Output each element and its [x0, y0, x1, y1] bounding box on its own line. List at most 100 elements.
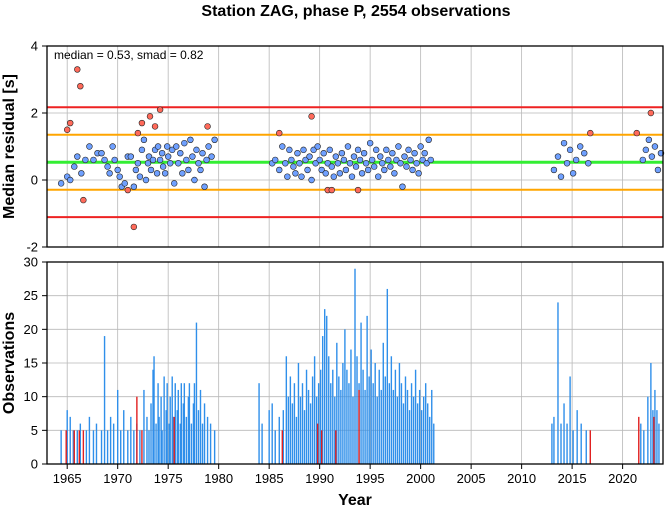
- observation-bar: [378, 369, 380, 464]
- residual-point: [340, 156, 348, 164]
- residual-point: [173, 143, 180, 150]
- observation-bar: [404, 376, 407, 464]
- observation-bar: [344, 329, 346, 464]
- observation-bar: [148, 430, 150, 464]
- observation-bar: [291, 403, 294, 464]
- residual-point: [74, 153, 81, 160]
- observation-bar: [317, 383, 320, 464]
- observation-bar: [311, 376, 314, 464]
- observation-bar: [350, 349, 352, 464]
- observation-bar: [348, 383, 350, 464]
- observation-bar: [356, 356, 358, 464]
- observation-bar: [332, 369, 334, 464]
- observation-bar: [374, 363, 376, 464]
- residual-point: [645, 136, 653, 144]
- y-tick-label: 5: [31, 423, 38, 438]
- observation-bar: [416, 403, 419, 464]
- residual-point: [177, 150, 184, 157]
- observation-bar: [203, 403, 206, 464]
- x-tick-label: 1980: [204, 471, 233, 486]
- observation-bar: [130, 416, 132, 464]
- y-tick-label: -2: [26, 240, 38, 255]
- observation-bar: [398, 363, 401, 464]
- observation-bar: [402, 403, 405, 464]
- residual-point: [203, 156, 210, 164]
- observation-bar: [141, 430, 143, 464]
- residual-point: [101, 156, 108, 164]
- residual-point: [169, 146, 176, 154]
- residual-point: [322, 170, 329, 177]
- observations-panel: 0 5 10 15 20 25 30 1965 1970 1975 1980 1985 1990 199…: [1, 255, 664, 509]
- residual-point: [138, 119, 146, 127]
- observation-bar: [396, 396, 399, 464]
- observation-bar: [424, 383, 427, 464]
- residual-point: [298, 173, 305, 180]
- residual-point: [419, 156, 426, 164]
- observation-bar: [161, 430, 163, 464]
- observation-bar: [557, 302, 559, 464]
- residual-y-axis-label: Median residual [s]: [1, 74, 18, 219]
- residual-point: [328, 186, 335, 194]
- residual-point: [124, 186, 131, 194]
- residual-point: [106, 170, 113, 177]
- residual-point: [116, 173, 123, 180]
- observation-bar: [168, 423, 170, 464]
- residual-point: [204, 123, 211, 130]
- observation-bar: [199, 389, 202, 464]
- residual-point: [642, 146, 650, 154]
- observation-bar: [319, 369, 322, 464]
- residual-point: [154, 143, 162, 150]
- residual-point: [276, 129, 283, 137]
- x-tick-label: 2020: [608, 471, 637, 486]
- residual-point: [411, 150, 418, 157]
- residual-point: [362, 160, 370, 167]
- residual-point: [306, 153, 313, 160]
- observation-bar: [150, 403, 152, 464]
- observation-bar: [384, 376, 386, 464]
- y-tick-label: 15: [24, 356, 38, 371]
- observation-bar: [305, 369, 308, 464]
- observation-bar: [112, 423, 115, 464]
- residual-point: [57, 180, 65, 187]
- residual-point: [195, 160, 202, 167]
- residual-point: [302, 156, 309, 164]
- observation-bar: [185, 416, 188, 464]
- observation-bar: [376, 396, 378, 464]
- residual-point: [181, 139, 188, 147]
- residual-point: [368, 156, 376, 164]
- residual-point: [377, 153, 384, 160]
- observation-bar: [340, 389, 342, 464]
- observation-bar: [92, 430, 95, 464]
- residual-point: [167, 160, 174, 167]
- residual-point: [569, 170, 577, 177]
- observation-bar: [572, 430, 574, 464]
- residual-point: [156, 106, 164, 113]
- observation-bar: [551, 423, 553, 464]
- observation-bar: [334, 396, 336, 464]
- observation-bar: [158, 416, 160, 464]
- observation-bar: [386, 288, 389, 464]
- observation-bar: [282, 410, 285, 464]
- residual-point: [146, 113, 154, 120]
- residual-point: [208, 153, 215, 160]
- observation-bar: [103, 336, 106, 464]
- residual-point: [358, 170, 366, 177]
- residual-point: [344, 143, 352, 150]
- observation-bar: [78, 430, 81, 464]
- residual-point: [413, 160, 420, 167]
- residual-point: [142, 176, 150, 184]
- y-tick-label: 10: [24, 389, 38, 404]
- residual-point: [197, 166, 204, 174]
- residual-point: [98, 150, 105, 157]
- observation-bar: [295, 416, 298, 464]
- observation-bar: [326, 315, 328, 464]
- residual-point: [132, 166, 140, 174]
- observation-bar: [201, 423, 204, 464]
- residual-point: [405, 146, 412, 154]
- residual-point: [423, 160, 430, 167]
- residual-point: [201, 183, 208, 190]
- residual-point: [381, 166, 388, 174]
- residual-point: [633, 129, 640, 137]
- observation-bar: [422, 396, 425, 464]
